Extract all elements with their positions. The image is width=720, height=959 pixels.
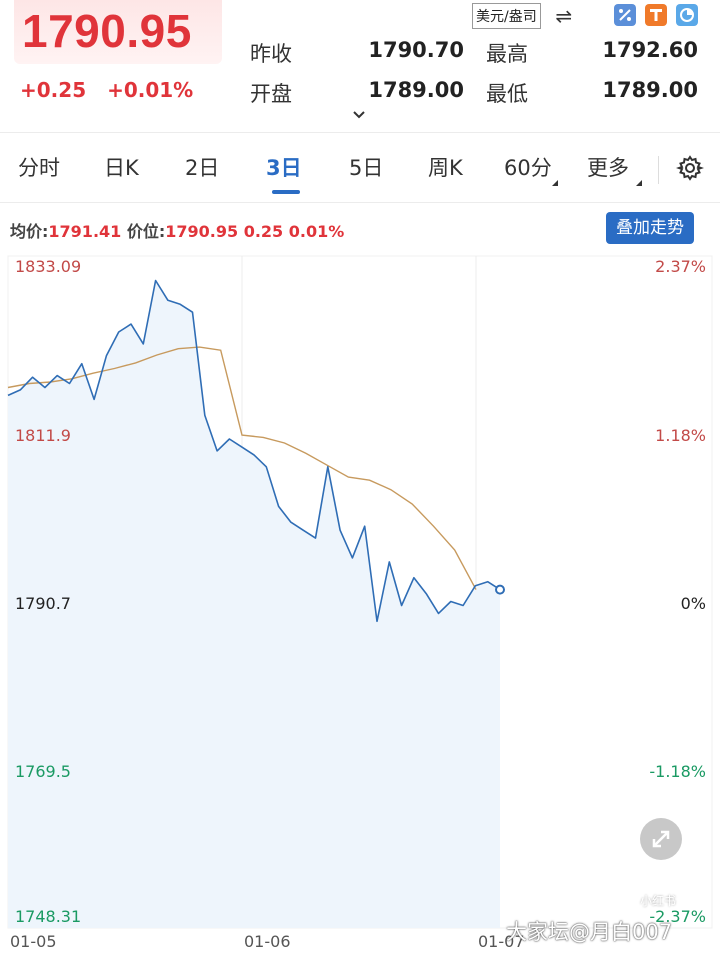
currency-unit-button[interactable]: 美元/盎司 <box>472 3 541 29</box>
price-label: 价位: <box>126 222 166 241</box>
dropdown-triangle-icon <box>552 180 558 186</box>
price-highlight <box>14 0 222 64</box>
last-price: 1790.95 <box>22 5 192 57</box>
price-line <box>7 279 501 623</box>
y-tick-right: 2.37% <box>655 257 706 276</box>
watermark-logo: 小红书 <box>640 894 677 908</box>
prev-close-label: 昨收 <box>250 42 292 66</box>
swap-icon[interactable]: ⇌ <box>555 4 573 28</box>
last-price-dot <box>495 584 505 595</box>
y-tick-left: 1769.5 <box>15 762 71 781</box>
avg-label: 均价: <box>10 222 49 241</box>
percent-icon[interactable] <box>614 4 636 26</box>
x-tick: 01-05 <box>10 932 57 951</box>
settings-gear-icon[interactable] <box>676 154 704 182</box>
overlay-trend-button[interactable]: 叠加走势 <box>606 212 694 244</box>
low-value: 1789.00 <box>602 78 698 102</box>
high-value: 1792.60 <box>602 38 698 62</box>
expand-chevron-icon[interactable] <box>352 110 366 120</box>
change-percent: +0.01% <box>107 78 194 102</box>
chart-info-line: 均价:1791.41 价位:1790.95 0.25 0.01% <box>10 218 344 242</box>
clock-icon[interactable] <box>676 4 698 26</box>
tab-60-min[interactable]: 60分 <box>504 156 552 180</box>
y-tick-right: 1.18% <box>655 426 706 445</box>
y-tick-right: -1.18% <box>649 762 706 781</box>
dropdown-triangle-icon <box>636 180 642 186</box>
open-value: 1789.00 <box>368 78 464 102</box>
period-tabs: 分时 日K 2日 3日 5日 周K 60分 更多 <box>0 140 720 200</box>
active-tab-indicator <box>272 190 300 194</box>
open-label: 开盘 <box>250 82 292 106</box>
y-tick-left: 1748.31 <box>15 907 82 926</box>
price-value: 1790.95 0.25 0.01% <box>165 222 345 241</box>
watermark-text: 大家坛@月白007 <box>506 920 673 944</box>
y-tick-right: 0% <box>680 594 706 613</box>
tab-more[interactable]: 更多 <box>587 156 629 180</box>
high-label: 最高 <box>486 42 528 66</box>
price-area-fill <box>8 280 500 928</box>
tab-daily-k[interactable]: 日K <box>104 156 139 180</box>
tab-2-day[interactable]: 2日 <box>185 156 220 180</box>
fullscreen-expand-button[interactable] <box>640 818 682 860</box>
t-icon[interactable] <box>645 4 667 26</box>
low-label: 最低 <box>486 82 528 106</box>
avg-value: 1791.41 <box>48 222 122 241</box>
price-change: +0.25 +0.01% <box>20 78 207 102</box>
top-tools: 美元/盎司 ⇌ <box>472 2 577 30</box>
y-tick-left: 1833.09 <box>15 257 82 276</box>
change-absolute: +0.25 <box>20 78 87 102</box>
expand-arrows-icon <box>652 830 670 848</box>
y-tick-right: -2.37% <box>649 907 706 926</box>
y-tick-left: 1811.9 <box>15 426 71 445</box>
tab-weekly-k[interactable]: 周K <box>428 156 463 180</box>
y-tick-left: 1790.7 <box>15 594 71 613</box>
quote-header: 1790.95 +0.25 +0.01% 昨收 1790.70 最高 1792.… <box>0 0 720 132</box>
x-tick: 01-07 <box>478 932 525 951</box>
divider <box>0 202 720 203</box>
tabs-divider <box>658 156 659 184</box>
tab-intraday[interactable]: 分时 <box>18 156 60 180</box>
tab-5-day[interactable]: 5日 <box>349 156 384 180</box>
divider <box>0 132 720 133</box>
prev-close-value: 1790.70 <box>368 38 464 62</box>
tab-3-day[interactable]: 3日 <box>266 156 302 180</box>
x-tick: 01-06 <box>244 932 291 951</box>
